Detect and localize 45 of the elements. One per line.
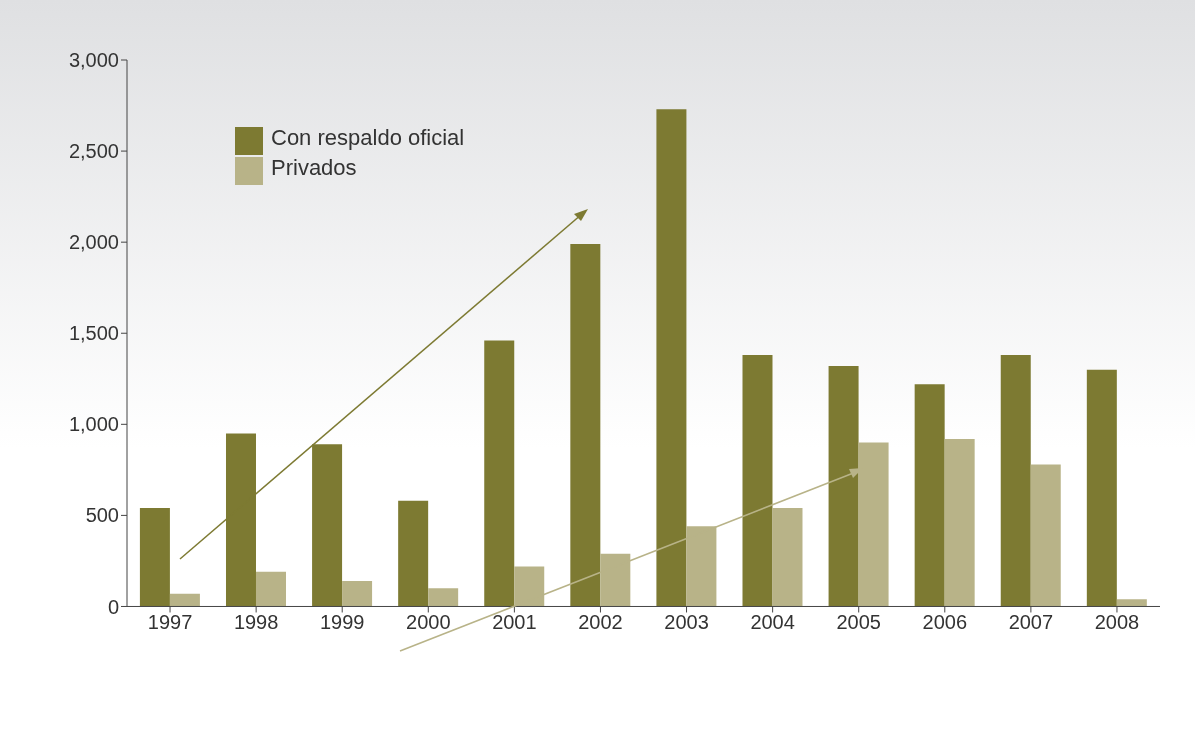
bar bbox=[428, 588, 459, 607]
bar bbox=[656, 109, 687, 607]
bar bbox=[256, 571, 286, 607]
bar bbox=[600, 553, 631, 607]
bar bbox=[944, 438, 975, 607]
x-tick-label: 2008 bbox=[1094, 610, 1140, 633]
x-tick-label: 2002 bbox=[578, 610, 623, 633]
bar bbox=[514, 566, 545, 607]
bar bbox=[398, 500, 429, 607]
y-tick-label: 1,000 bbox=[68, 413, 119, 436]
x-tick-label: 2006 bbox=[922, 610, 968, 633]
y-tick-label: 0 bbox=[107, 595, 119, 618]
x-tick-label: 2007 bbox=[1008, 610, 1054, 633]
bar bbox=[828, 366, 859, 607]
bar bbox=[686, 526, 717, 607]
bar bbox=[312, 444, 343, 607]
y-tick-label: 1,500 bbox=[68, 322, 119, 345]
x-tick-label: 1998 bbox=[233, 610, 279, 633]
y-tick-label: 500 bbox=[85, 504, 119, 527]
bar bbox=[570, 243, 601, 607]
bar bbox=[226, 433, 256, 607]
bar bbox=[169, 593, 200, 607]
y-tick-label: 3,000 bbox=[68, 49, 119, 72]
x-tick-label: 2001 bbox=[492, 610, 537, 633]
x-tick-label: 2005 bbox=[836, 610, 881, 633]
legend-label: Privados bbox=[271, 154, 357, 180]
x-tick-label: 1997 bbox=[147, 610, 193, 633]
bar bbox=[914, 384, 945, 607]
y-tick-label: 2,000 bbox=[68, 231, 119, 254]
x-tick-label: 1999 bbox=[319, 610, 365, 633]
y-tick-label: 2,500 bbox=[68, 140, 119, 163]
bar bbox=[1030, 464, 1061, 607]
bar bbox=[1086, 369, 1117, 607]
bar bbox=[342, 580, 373, 607]
legend-label: Con respaldo oficial bbox=[271, 125, 465, 150]
bar bbox=[139, 508, 170, 607]
x-tick-label: 2003 bbox=[664, 610, 709, 633]
bar bbox=[858, 442, 889, 607]
bar bbox=[742, 355, 773, 607]
x-tick-label: 2004 bbox=[750, 610, 795, 633]
bar bbox=[1116, 599, 1147, 607]
bar bbox=[484, 340, 515, 607]
bar bbox=[772, 508, 803, 607]
bar bbox=[1000, 355, 1031, 607]
x-tick-label: 2000 bbox=[406, 610, 451, 633]
